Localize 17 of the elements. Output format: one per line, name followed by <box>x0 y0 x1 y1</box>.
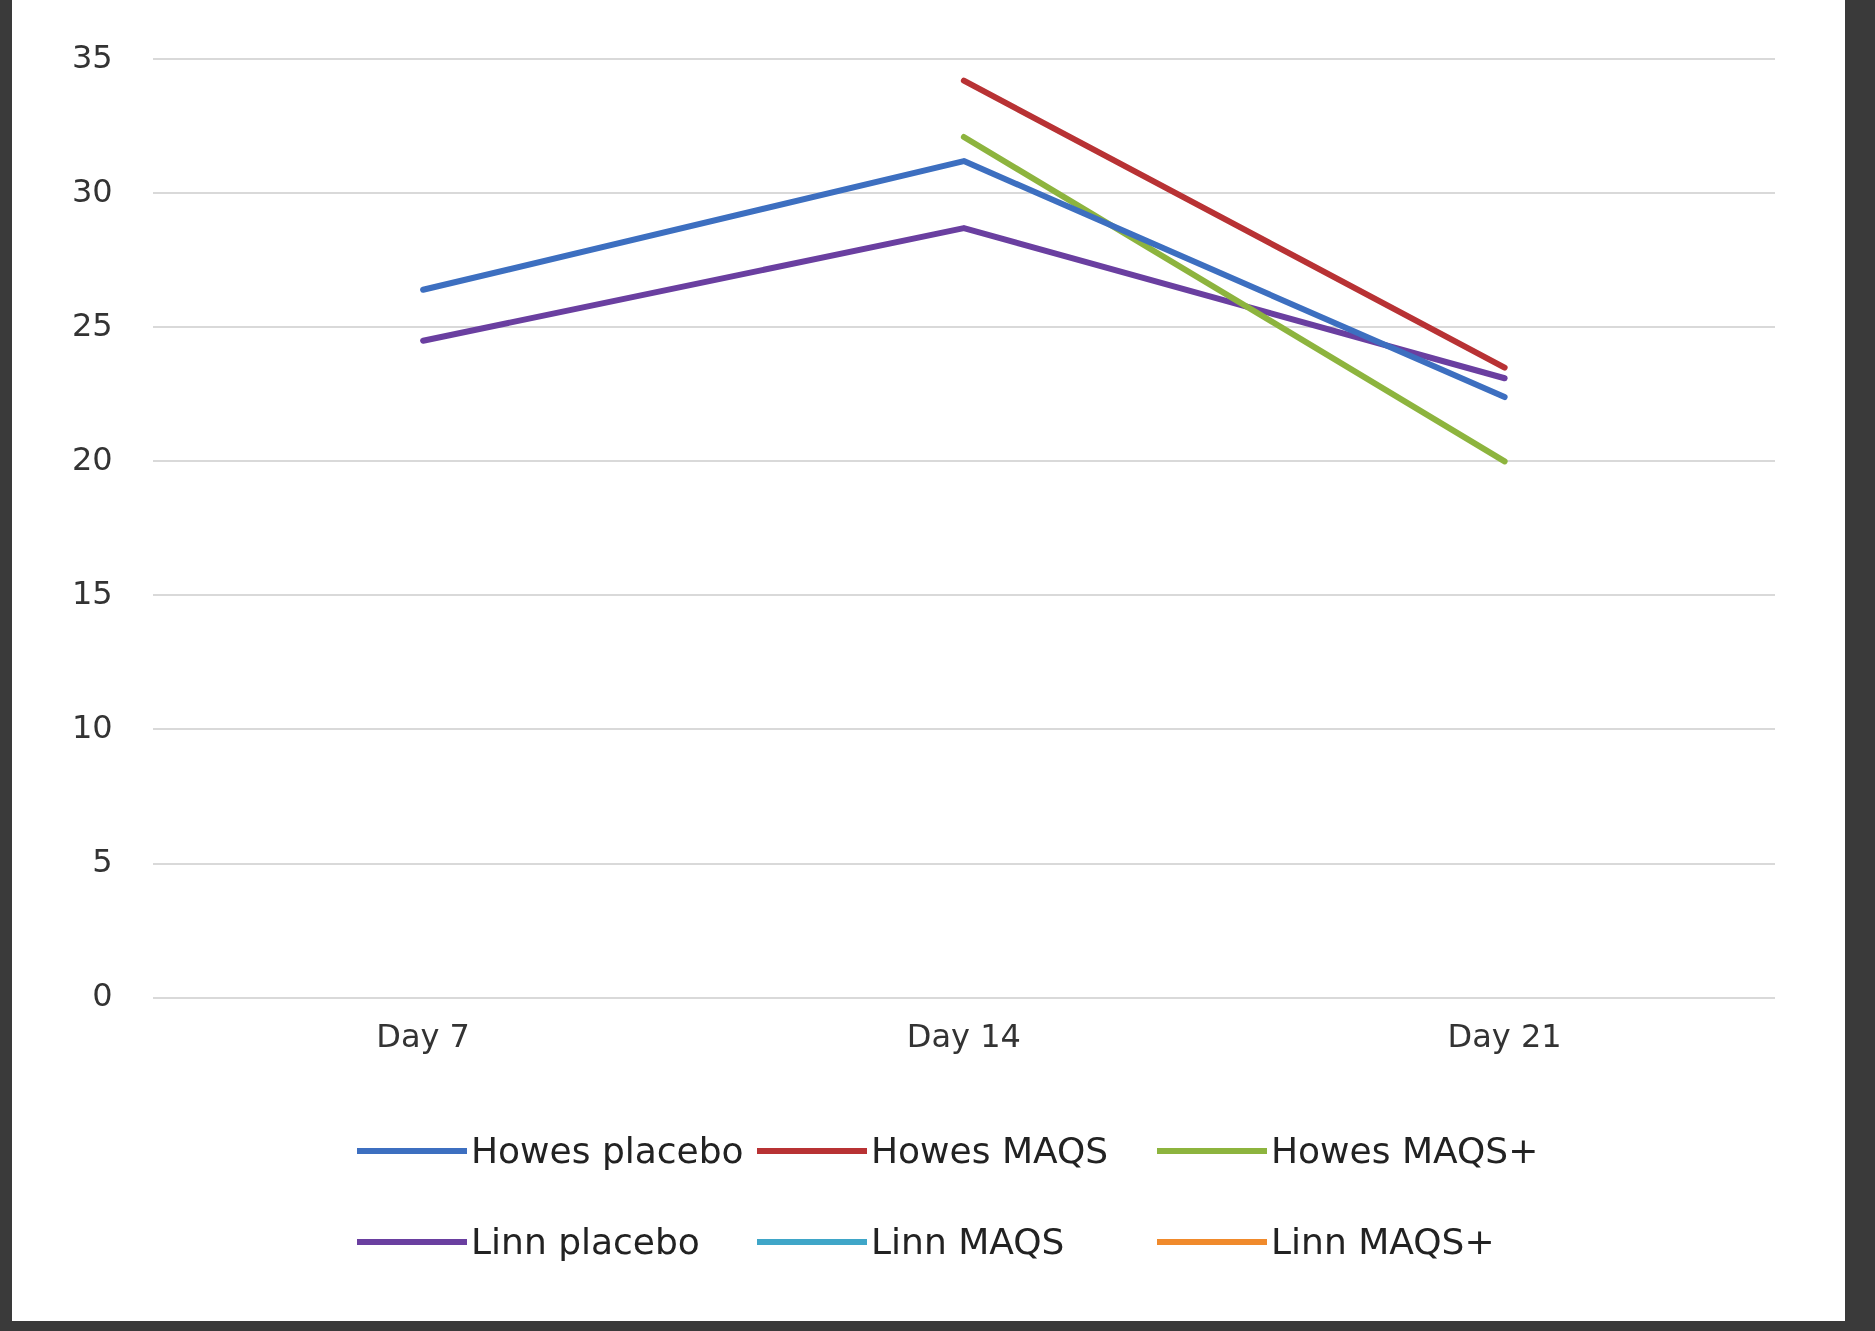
y-tick-label: 0 <box>92 975 113 1014</box>
legend-label: Howes placebo <box>471 1130 744 1171</box>
y-tick-label: 5 <box>92 841 113 880</box>
legend-label: Howes MAQS+ <box>1271 1130 1539 1171</box>
x-tick-label: Day 14 <box>906 1017 1021 1056</box>
legend-label: Howes MAQS <box>871 1130 1109 1171</box>
y-tick-label: 15 <box>72 573 113 612</box>
y-tick-label: 10 <box>72 707 113 746</box>
x-tick-label: Day 7 <box>376 1017 470 1056</box>
legend-label: Linn MAQS+ <box>1271 1221 1495 1262</box>
x-tick-label: Day 21 <box>1447 1017 1562 1056</box>
y-tick-label: 25 <box>72 305 113 344</box>
y-tick-label: 30 <box>72 171 113 210</box>
legend-label: Linn MAQS <box>871 1221 1065 1262</box>
y-tick-label: 20 <box>72 439 113 478</box>
y-tick-label: 35 <box>72 37 113 76</box>
legend-label: Linn placebo <box>471 1221 700 1262</box>
